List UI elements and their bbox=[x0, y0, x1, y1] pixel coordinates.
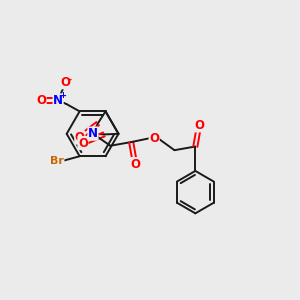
Text: N: N bbox=[88, 127, 98, 140]
Text: O: O bbox=[130, 158, 140, 171]
Text: Br: Br bbox=[50, 156, 64, 166]
Text: O: O bbox=[149, 131, 159, 145]
Text: O: O bbox=[194, 119, 204, 132]
Text: O: O bbox=[60, 76, 70, 89]
Text: O: O bbox=[78, 136, 88, 149]
Text: N: N bbox=[53, 94, 63, 107]
Text: -: - bbox=[68, 74, 72, 84]
Text: +: + bbox=[59, 91, 66, 100]
Text: O: O bbox=[36, 94, 46, 107]
Text: O: O bbox=[75, 131, 85, 144]
